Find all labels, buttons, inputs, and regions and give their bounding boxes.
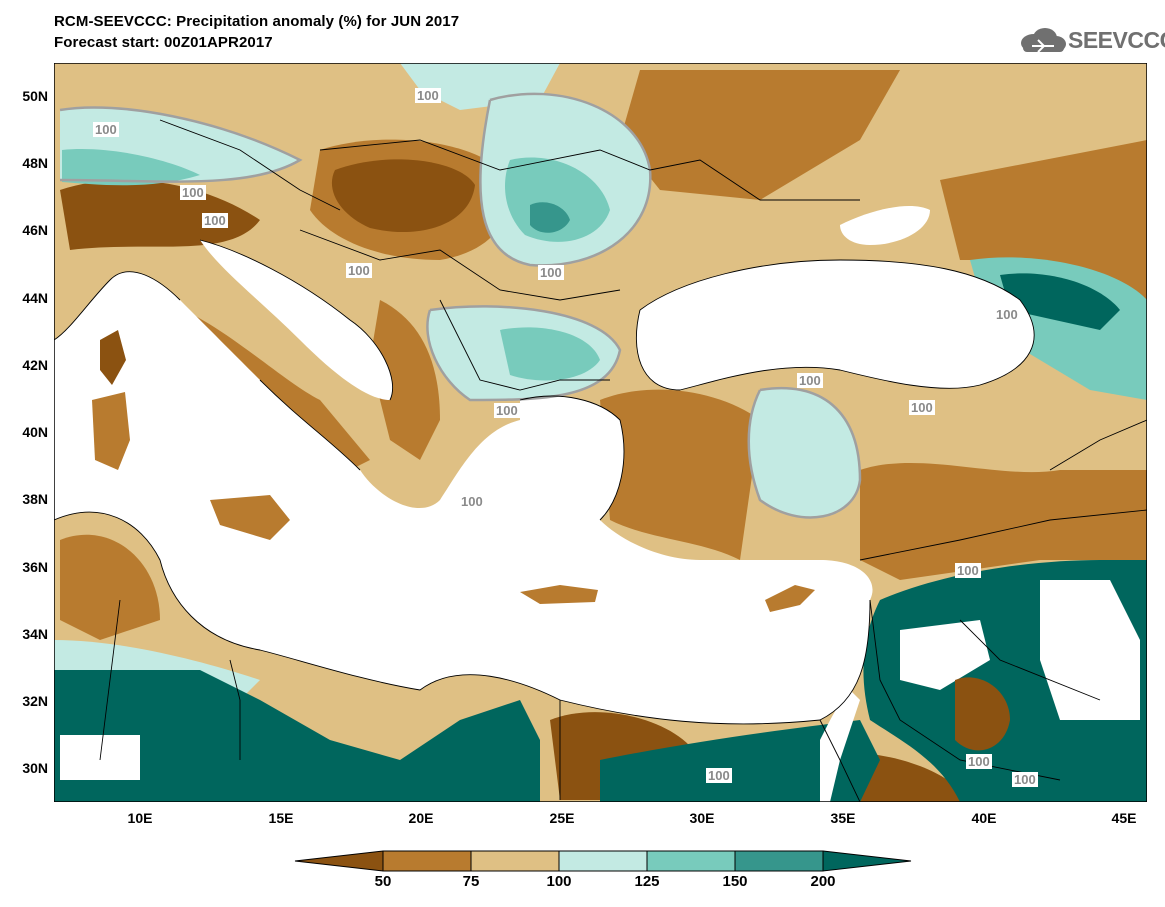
lon-label: 10E	[127, 810, 153, 826]
anomaly-patch-hungary-core	[331, 159, 475, 233]
sea-red	[820, 690, 860, 802]
contour-label: 100	[706, 768, 732, 783]
contour-label: 100	[494, 403, 520, 418]
colorbar-label: 125	[634, 873, 660, 890]
lat-label: 30N	[22, 760, 48, 776]
colorbar-label: 200	[810, 873, 836, 890]
lat-label: 36N	[22, 559, 48, 575]
anomaly-patch-libya-very-wet	[54, 670, 540, 802]
contour-label: 100	[955, 563, 981, 578]
lat-label: 38N	[22, 491, 48, 507]
anomaly-patch-balkans-west	[370, 300, 440, 460]
contour-label: 100	[415, 88, 441, 103]
island-cyprus	[765, 585, 815, 612]
seevccc-logo-text: SEEVCCC	[1068, 27, 1165, 53]
anomaly-patch-arabia-nodata	[1040, 580, 1140, 720]
lon-label: 40E	[971, 810, 997, 826]
colorbar-label: 100	[546, 873, 572, 890]
anomaly-patch-turkey-south	[600, 389, 760, 560]
anomaly-patch-saudi-ring	[955, 677, 1010, 751]
anomaly-patch-ukraine	[620, 70, 900, 200]
cloud-icon	[1021, 28, 1066, 53]
lat-label: 32N	[22, 693, 48, 709]
contour-label: 100	[346, 263, 372, 278]
lat-label: 40N	[22, 424, 48, 440]
colorbar-label: 150	[722, 873, 748, 890]
lon-label: 35E	[830, 810, 856, 826]
lon-label: 20E	[408, 810, 434, 826]
page-title: RCM-SEEVCCC: Precipitation anomaly (%) f…	[54, 13, 460, 30]
island-sicily	[210, 495, 290, 540]
anomaly-patch-turkey-southeast	[860, 462, 1147, 580]
contour-label: 100	[994, 307, 1020, 322]
anomaly-patch-caucasus-wet-core	[1000, 273, 1120, 330]
contour-label: 100	[966, 754, 992, 769]
lat-label: 42N	[22, 357, 48, 373]
island-crete	[520, 585, 598, 604]
contour-label: 100	[459, 494, 485, 509]
contour-label: 100	[202, 213, 228, 228]
sea-black	[636, 260, 1035, 390]
anomaly-patch-egypt-wet	[600, 720, 880, 802]
lat-label: 46N	[22, 222, 48, 238]
contour-label: 100	[93, 122, 119, 137]
sea-aegean	[520, 396, 624, 520]
anomaly-patch-alps	[60, 180, 260, 250]
colorbar-label: 75	[462, 873, 480, 890]
lat-label: 34N	[22, 626, 48, 642]
contour-label: 100	[797, 373, 823, 388]
lon-label: 25E	[549, 810, 575, 826]
island-corsica	[100, 330, 126, 385]
colorbar-label: 50	[374, 873, 392, 890]
contour-label: 100	[538, 265, 564, 280]
contour-label: 100	[909, 400, 935, 415]
lat-label: 44N	[22, 290, 48, 306]
lon-label: 15E	[268, 810, 294, 826]
anomaly-patch-syria-nodata	[900, 620, 990, 690]
anomaly-patch-romania-wet-center	[530, 202, 570, 233]
anomaly-patch-north-africa	[60, 534, 160, 640]
lat-label: 50N	[22, 88, 48, 104]
forecast-start-label: Forecast start: 00Z01APR2017	[54, 34, 273, 51]
lat-label: 48N	[22, 155, 48, 171]
anomaly-patch-anatolia-wet	[748, 388, 860, 518]
anomaly-patch-germany-wet-core	[62, 149, 200, 186]
contour-label: 100	[1012, 772, 1038, 787]
anomaly-patch-serbia-wet-core	[500, 327, 600, 381]
lon-label: 30E	[689, 810, 715, 826]
sea-azov	[840, 205, 930, 245]
contour-label: 100	[180, 185, 206, 200]
island-sardinia	[92, 392, 130, 470]
lon-label: 45E	[1111, 810, 1137, 826]
sea-adriatic	[200, 240, 393, 400]
